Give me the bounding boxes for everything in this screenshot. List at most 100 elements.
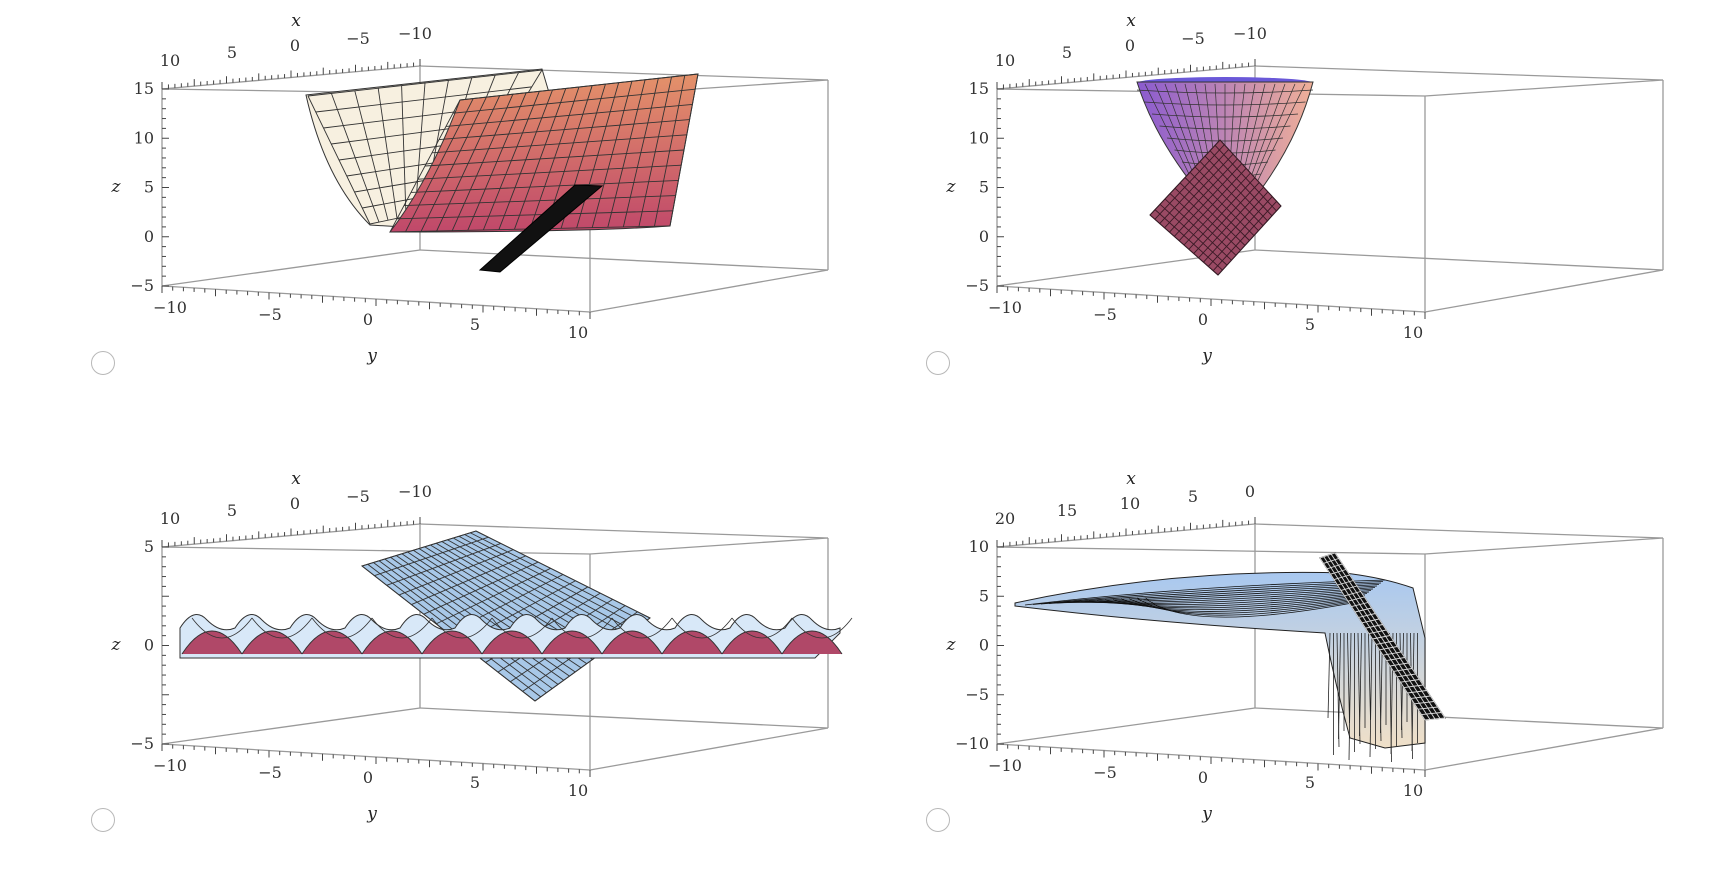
mesh-line	[423, 561, 539, 615]
y-tick-label: 5	[1305, 773, 1315, 792]
mesh-line	[1393, 668, 1413, 672]
wave-crest	[361, 630, 423, 655]
mesh-line	[1424, 717, 1446, 721]
wave-crest	[481, 630, 543, 655]
mesh-line	[1183, 172, 1251, 246]
mesh-line	[431, 134, 687, 154]
x-tick-label: 20	[995, 509, 1015, 528]
z-tick-label: 10	[134, 128, 154, 147]
mesh-line	[1096, 593, 1368, 607]
mesh-line	[361, 530, 477, 567]
mesh-line	[1365, 624, 1383, 629]
mesh-line	[1193, 182, 1260, 254]
wave-crest	[181, 630, 243, 655]
mesh-line	[424, 149, 685, 167]
z-tick-label: 0	[979, 227, 989, 246]
option-c-radio[interactable]	[91, 808, 115, 832]
x-tick-label: 5	[1062, 43, 1072, 62]
option-b-radio[interactable]	[926, 351, 950, 375]
mesh-line	[1136, 597, 1358, 616]
mesh-line	[1173, 163, 1243, 237]
option-b-panel: 10 5 0 −5 −10 x −10 −5 0 5 10 y 15 10 5 0 −5 z	[835, 0, 1699, 425]
mesh-line	[431, 617, 493, 639]
mesh-line	[1154, 144, 1225, 220]
mesh-line	[1359, 632, 1362, 737]
mesh-line	[374, 536, 489, 577]
mesh-line	[611, 617, 673, 639]
box-edge	[1254, 707, 1664, 729]
z-tick-label: 15	[134, 79, 154, 98]
mesh-line	[1368, 629, 1387, 635]
box-edge	[419, 707, 829, 729]
mesh-line	[371, 617, 433, 639]
mesh-line	[1358, 613, 1376, 618]
mesh-line	[551, 617, 613, 639]
option-a-chart: 10 5 0 −5 −10 x −10 −5 0 5 10 y 15 10 5 0 −5 z	[111, 11, 829, 366]
y-tick-label: 10	[1403, 781, 1423, 800]
x-tick-label: −5	[346, 29, 370, 48]
mesh-line	[435, 567, 551, 625]
wave-crest	[601, 630, 663, 655]
mesh-line	[417, 164, 682, 180]
mesh-line	[1340, 585, 1358, 591]
box-edge	[1424, 537, 1664, 555]
box-edge	[1424, 79, 1664, 97]
y-tick-label: −5	[1093, 305, 1117, 324]
z-tick-label: −5	[965, 685, 989, 704]
mesh-line	[1327, 632, 1331, 719]
z-tick-label: 15	[969, 79, 989, 98]
z-axis-title: z	[946, 177, 957, 197]
wave-crest	[541, 630, 603, 655]
x-tick-label: 0	[1245, 482, 1255, 501]
box-edge	[589, 537, 829, 555]
y-tick-label: 0	[363, 310, 373, 329]
mesh-line	[1410, 695, 1431, 699]
option-d-chart: 20 15 10 5 0 x −10 −5 0 5 10 y 10 5 0 −5 −10 z	[946, 469, 1664, 824]
x-tick-label: 10	[160, 509, 180, 528]
x-tick-label: 10	[995, 51, 1015, 70]
mesh-line	[191, 617, 253, 639]
y-tick-label: 5	[1305, 315, 1315, 334]
mesh-line	[1032, 581, 1384, 605]
z-tick-label: 5	[144, 537, 154, 556]
box-edge	[1254, 65, 1664, 81]
mesh-line	[1389, 662, 1409, 667]
wave-crest	[301, 630, 363, 655]
z-tick-label: 0	[144, 636, 154, 655]
box-edge	[589, 269, 829, 313]
option-d-radio[interactable]	[926, 808, 950, 832]
mesh-line	[671, 617, 733, 639]
y-tick-label: 0	[363, 768, 373, 787]
box-edge	[1254, 523, 1664, 539]
wave-crest	[661, 630, 723, 655]
z-tick-label: 0	[144, 227, 154, 246]
mesh-line	[1120, 597, 1362, 612]
chart-plot-group: 10 5 0 −5 −10 x −10 −5 0 5 10 y 15 10 5 0 −5 z	[111, 11, 829, 366]
y-tick-label: −5	[1093, 763, 1117, 782]
mesh-line	[1207, 196, 1273, 267]
x-axis-title: x	[1126, 11, 1136, 31]
mesh-line	[1414, 701, 1435, 705]
mesh-line	[1159, 149, 1230, 224]
x-tick-label: 5	[227, 501, 237, 520]
mesh-line	[1178, 167, 1247, 242]
y-tick-label: −10	[153, 298, 187, 317]
mesh-line	[1386, 657, 1405, 662]
box-edge	[1424, 269, 1664, 313]
y-tick-label: −10	[988, 756, 1022, 775]
y-tick-label: −5	[258, 763, 282, 782]
mesh-line	[1403, 684, 1424, 689]
mesh-line	[1330, 569, 1347, 575]
y-tick-label: 10	[1403, 323, 1423, 342]
mesh-line	[1361, 618, 1380, 624]
mesh-line	[1104, 594, 1366, 609]
chart-plot-group: 20 15 10 5 0 x −10 −5 0 5 10 y 10 5 0 −5 −10 z	[946, 469, 1664, 824]
mesh-line	[1217, 205, 1282, 276]
mesh-line	[1323, 558, 1339, 564]
mesh-line	[459, 73, 699, 101]
z-axis-title: z	[946, 635, 957, 655]
box-edge	[419, 249, 829, 271]
option-a-radio[interactable]	[91, 351, 115, 375]
x-tick-label: 5	[227, 43, 237, 62]
mesh-line	[1407, 690, 1427, 694]
